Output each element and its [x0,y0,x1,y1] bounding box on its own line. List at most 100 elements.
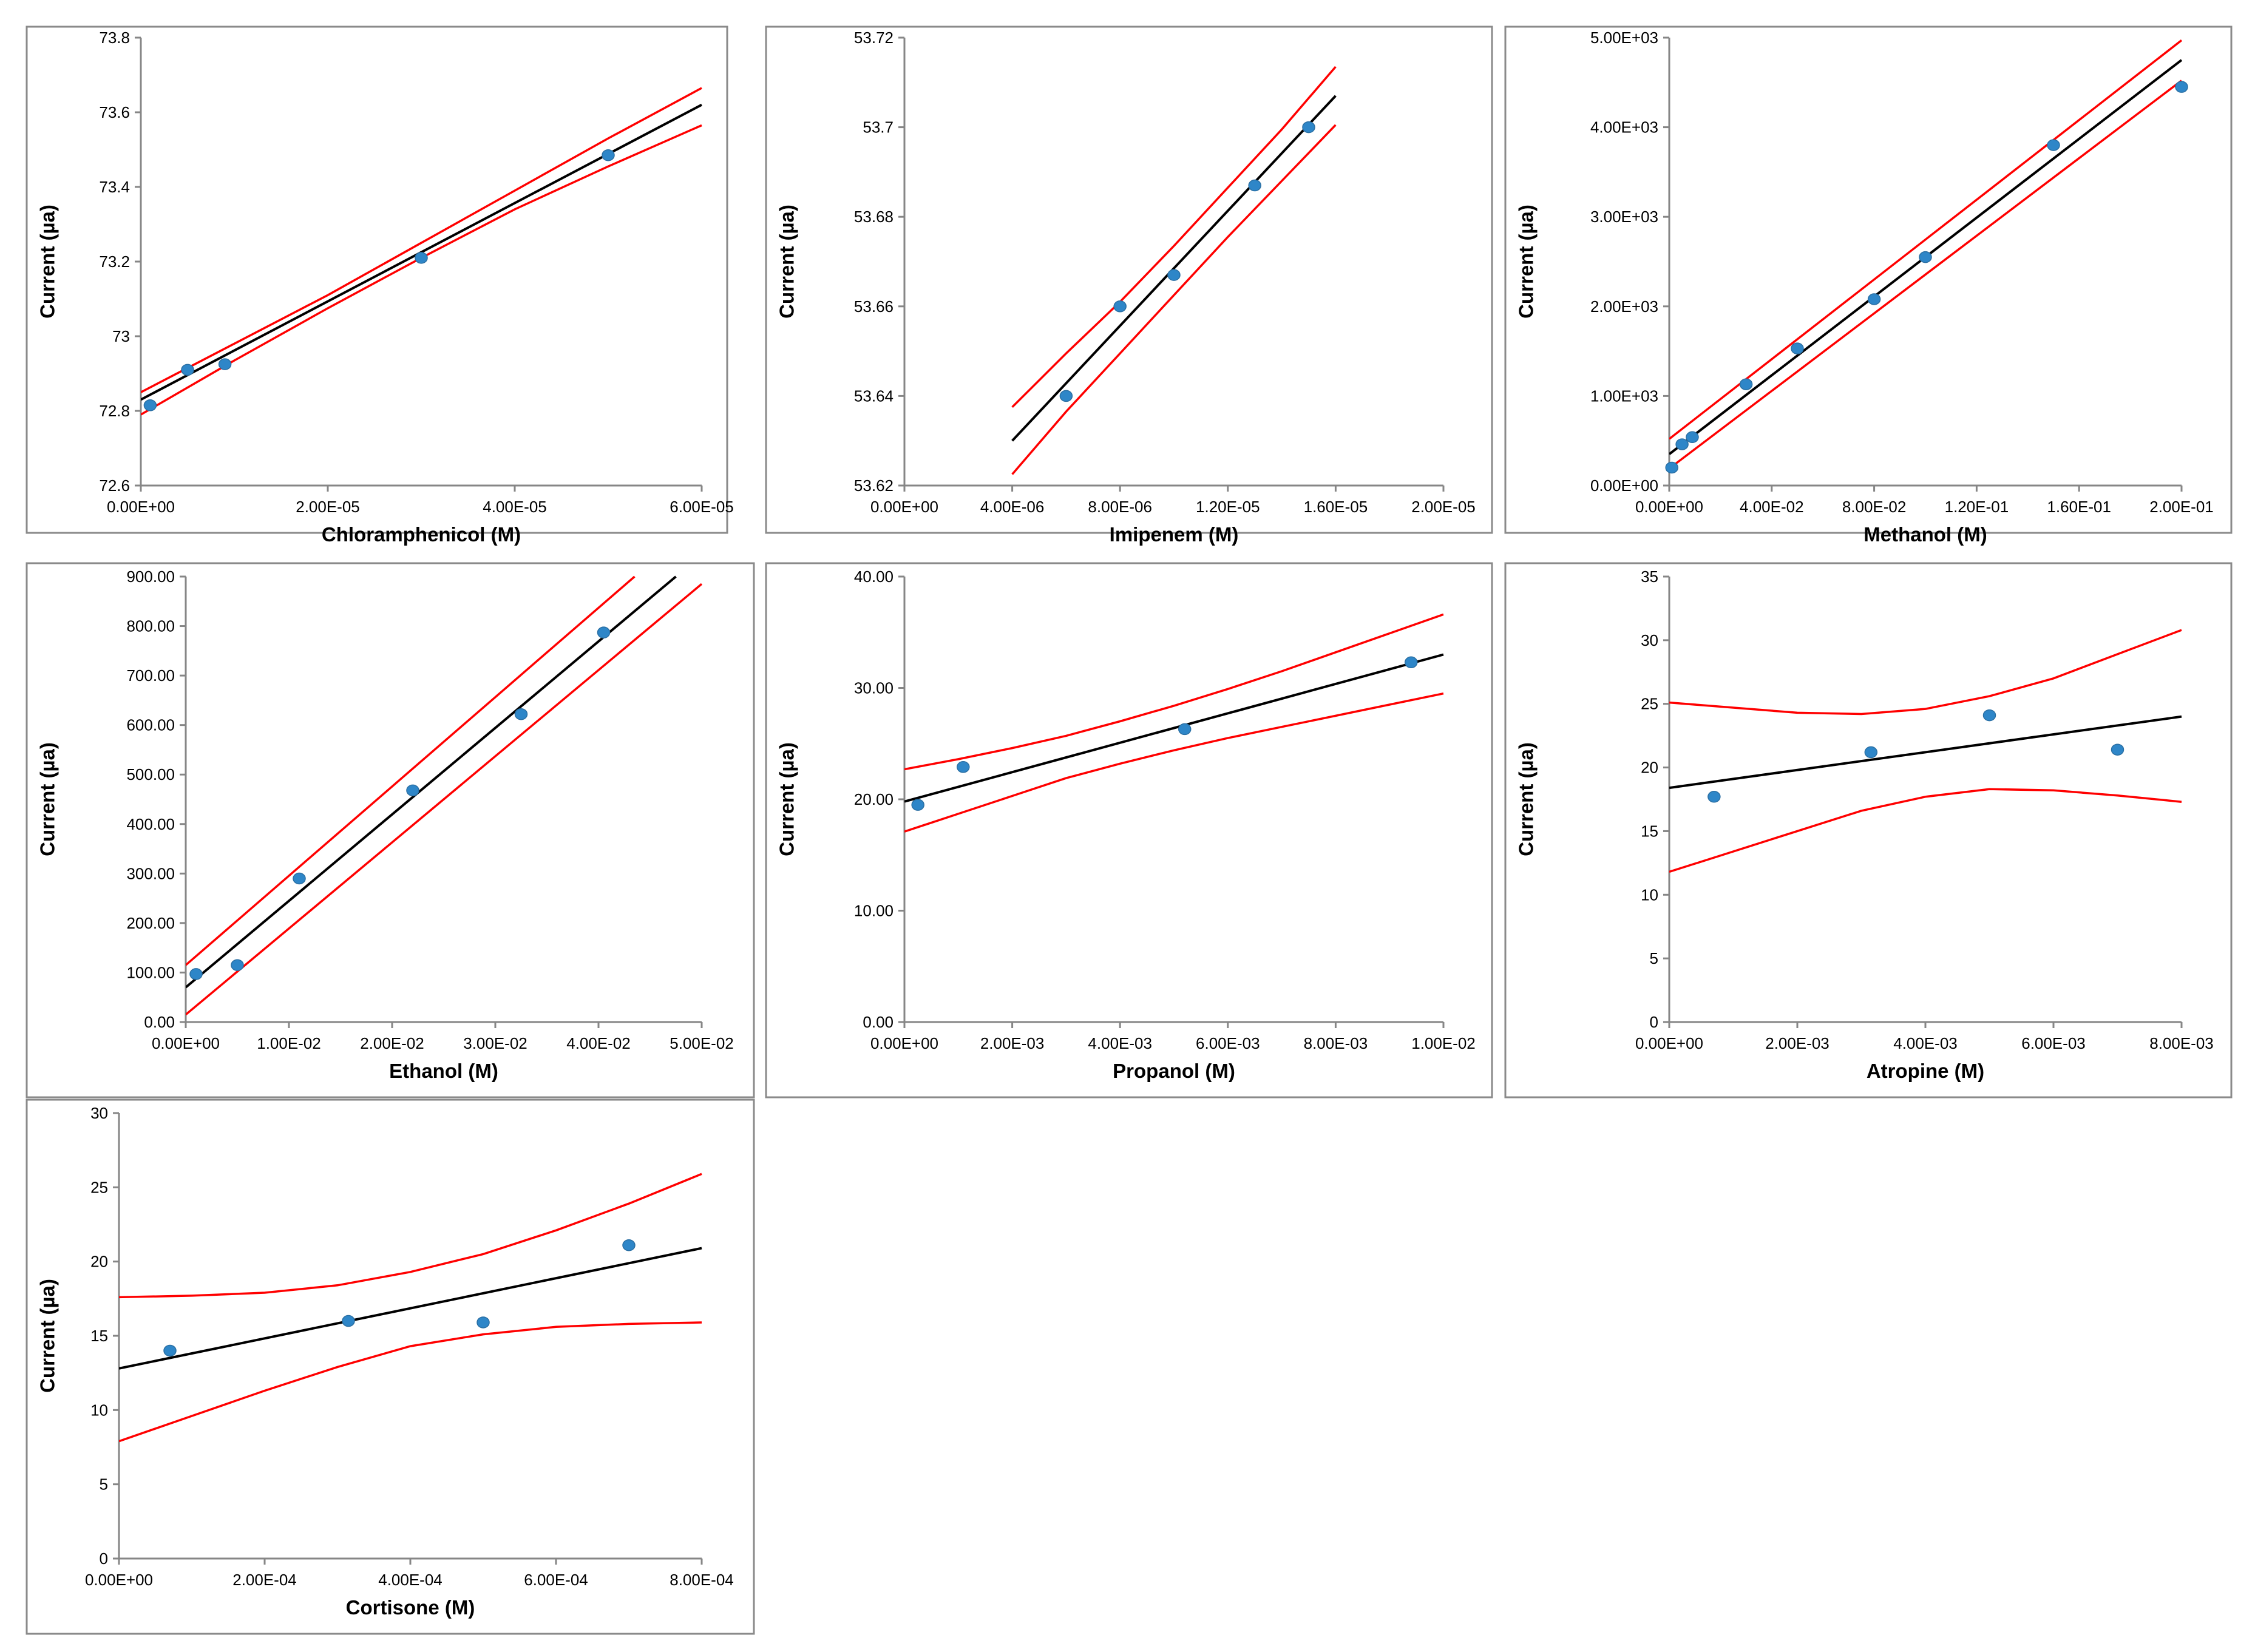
y-tick-label: 100.00 [126,963,175,981]
y-axis-title: Current (µa) [36,205,59,319]
data-point [957,761,970,773]
upper-confidence-band [904,613,1444,771]
y-tick-label: 53.64 [854,387,894,405]
x-tick-label: 5.00E-02 [670,1034,734,1052]
lower-confidence-band [186,583,703,1016]
data-point [406,784,419,797]
x-tick-label: 2.00E-01 [2149,498,2214,516]
data-point [1675,438,1689,450]
x-tick-label: 8.00E-03 [1304,1034,1368,1052]
chart-panel-5: 0.00 10.00 20.00 30.00 40.00 0.00E+00 2.00E-03… [765,562,1493,1099]
y-tick-label: 900.00 [126,567,175,586]
x-tick-label: 4.00E-04 [378,1571,443,1589]
chart-panel-7: 0 5 10 15 20 25 30 0.00E+00 2.00E-04 4.00E-04 6.00… [25,1099,755,1635]
y-tick-label: 0 [1650,1013,1658,1031]
data-point [1867,293,1881,305]
plot-lines [119,1173,702,1443]
y-axis-title: Current (µa) [36,742,59,856]
regression-line [1669,715,2182,790]
x-tick-label: 1.00E-02 [1411,1034,1476,1052]
data-point [1404,656,1418,669]
data-point [231,959,244,971]
x-tick-label: 6.00E-04 [524,1571,588,1589]
x-tick-label: 2.00E-03 [1765,1034,1829,1052]
chart-panel-3: 0.00E+00 1.00E+03 2.00E+03 3.00E+03 4.00E+03… [1504,25,2233,546]
y-axis-title: Current (µa) [1515,742,1538,856]
y-axis-title: Current (µa) [1515,205,1538,319]
data-point [1686,431,1699,444]
lower-confidence-band [904,692,1444,833]
lower-confidence-band [119,1321,702,1443]
x-tick-label: 0.00E+00 [1635,1034,1703,1052]
y-tick-label: 25 [1641,695,1658,713]
plot-lines [904,613,1444,833]
x-tick-label: 1.00E-02 [257,1034,321,1052]
data-point [1113,300,1127,313]
y-tick-label: 40.00 [854,567,894,586]
data-point [597,626,611,638]
y-tick-label: 30 [90,1104,108,1122]
regression-line [186,575,677,989]
panel-frame [765,25,1493,534]
y-tick-label: 25 [90,1178,108,1196]
x-axis-title: Atropine (M) [1867,1060,1984,1082]
y-tick-label: 53.68 [854,208,894,226]
panel-frame [25,1099,755,1635]
y-tick-label: 53.7 [863,118,894,137]
plot-lines [1669,629,2182,873]
y-tick-label: 20.00 [854,790,894,808]
data-point [476,1316,490,1329]
x-tick-label: 6.00E-03 [2021,1034,2086,1052]
x-tick-label: 0.00E+00 [85,1571,153,1589]
x-tick-label: 8.00E-04 [670,1571,734,1589]
x-tick-label: 6.00E-05 [670,498,734,516]
x-tick-label: 2.00E-05 [1411,498,1476,516]
y-tick-label: 35 [1641,567,1658,586]
plot-lines [1011,66,1337,475]
data-point [181,364,194,376]
y-tick-label: 30 [1641,631,1658,649]
y-axis-title: Current (µa) [776,742,798,856]
x-axis-title: Propanol (M) [1113,1060,1235,1082]
y-axis-title: Current (µa) [776,205,798,319]
x-tick-label: 0.00E+00 [152,1034,220,1052]
x-tick-label: 1.20E-01 [1945,498,2009,516]
x-tick-label: 1.20E-05 [1196,498,1260,516]
panel-frame [1504,25,2233,534]
lower-confidence-band [1669,788,2182,873]
x-tick-label: 4.00E-03 [1088,1034,1152,1052]
data-point [218,358,232,370]
x-tick-label: 4.00E-02 [1740,498,1804,516]
y-tick-label: 73.8 [99,29,130,47]
x-axis-title: Methanol (M) [1863,523,1987,546]
y-tick-label: 72.6 [99,476,130,495]
data-point [1167,269,1181,281]
y-tick-label: 73.4 [99,178,130,196]
data-point [1665,461,1678,474]
upper-confidence-band [1669,39,2183,440]
data-point [1059,390,1073,402]
y-tick-label: 500.00 [126,765,175,784]
y-tick-label: 4.00E+03 [1590,118,1658,137]
x-axis-title: Cortisone (M) [346,1596,475,1619]
y-tick-label: 600.00 [126,716,175,734]
y-tick-label: 0 [100,1549,108,1568]
chart-panel-4: 0.00 100.00 200.00 300.00 400.00 500.00 600.00… [25,562,755,1099]
data-point [415,252,428,264]
y-tick-label: 400.00 [126,815,175,833]
data-point [342,1315,355,1327]
upper-confidence-band [119,1173,702,1299]
x-tick-label: 8.00E-03 [2149,1034,2214,1052]
x-axis-title: Imipenem (M) [1110,523,1239,546]
x-tick-label: 8.00E-02 [1842,498,1907,516]
y-tick-label: 53.62 [854,476,894,495]
x-tick-label: 2.00E-05 [296,498,360,516]
x-tick-label: 8.00E-06 [1088,498,1152,516]
x-tick-label: 4.00E-02 [566,1034,631,1052]
x-tick-label: 0.00E+00 [1635,498,1703,516]
x-tick-label: 1.60E-05 [1304,498,1368,516]
x-tick-label: 0.00E+00 [870,1034,938,1052]
y-tick-label: 10 [90,1401,108,1419]
data-point [293,872,306,885]
